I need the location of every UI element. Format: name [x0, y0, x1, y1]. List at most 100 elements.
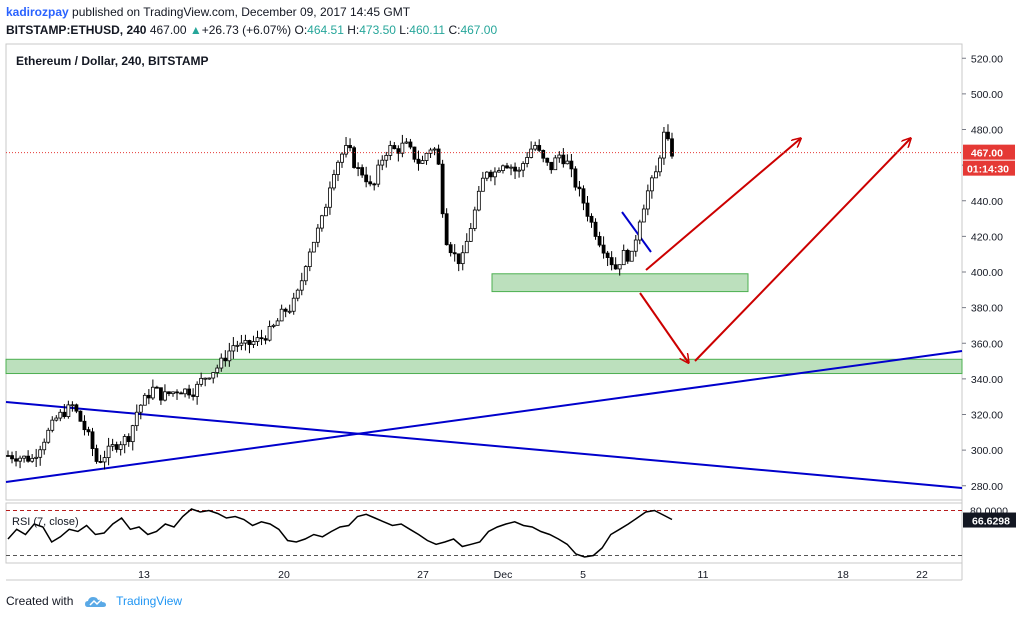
candle: [666, 124, 670, 141]
candle-body: [46, 429, 51, 443]
candle-body: [493, 171, 497, 178]
candle: [163, 384, 167, 402]
candle: [187, 384, 191, 399]
candle-body: [529, 148, 534, 158]
candle-body: [557, 154, 562, 159]
candle: [191, 388, 196, 401]
candle-body: [98, 461, 103, 463]
projection-arrow[interactable]: [694, 139, 910, 362]
candle: [569, 153, 574, 178]
candle: [211, 372, 216, 384]
candle-body: [332, 174, 336, 189]
candle: [243, 334, 248, 351]
price-change: +26.73 (+6.07%): [201, 23, 292, 37]
candle: [513, 162, 517, 179]
low-label: L:: [399, 23, 410, 37]
candle-body: [585, 202, 590, 217]
candle: [62, 404, 67, 419]
candle-body: [38, 449, 43, 458]
projection-arrow[interactable]: [639, 292, 688, 362]
candle-body: [577, 186, 582, 190]
price-chart[interactable]: Ethereum / Dollar, 240, BITSTAMP 520.00 5…: [0, 0, 1020, 590]
projection-arrow[interactable]: [645, 139, 800, 271]
candle-body: [436, 148, 441, 165]
open-value: 464.51: [307, 23, 344, 37]
trend-line-down[interactable]: [5, 401, 963, 489]
rsi-line[interactable]: [7, 508, 673, 558]
time-tick-label: 18: [837, 569, 849, 581]
candle-body: [376, 164, 381, 185]
candle: [114, 441, 119, 453]
symbol-label[interactable]: BITSTAMP:ETHUSD, 240: [6, 23, 147, 37]
candle: [533, 141, 538, 152]
candle: [589, 213, 594, 228]
candle: [529, 141, 534, 159]
publish-info: published on TradingView.com, December 0…: [72, 5, 411, 19]
candle-body: [392, 145, 397, 150]
candle: [267, 320, 272, 342]
price-tick-label: 500.00: [971, 89, 1003, 101]
support-zone[interactable]: [5, 358, 963, 375]
candle: [376, 159, 381, 188]
candle-body: [126, 436, 131, 443]
candle-body: [448, 244, 453, 254]
candle: [525, 151, 530, 168]
candle: [605, 250, 610, 267]
candle: [259, 329, 264, 346]
candle: [497, 167, 501, 173]
author-link[interactable]: kadirozpay: [6, 5, 69, 19]
candle-body: [424, 152, 429, 161]
candle-body: [533, 145, 538, 150]
candle: [70, 401, 75, 412]
candle: [219, 353, 224, 372]
rsi-value-tag: [963, 512, 1016, 528]
candle: [452, 244, 457, 262]
candle-body: [654, 171, 658, 179]
candle-body: [90, 431, 95, 449]
candle-body: [597, 236, 602, 246]
candle-body: [311, 241, 316, 253]
candle-body: [404, 141, 409, 144]
candle: [38, 445, 43, 466]
candle: [118, 441, 123, 456]
candle: [396, 145, 401, 162]
candle-body: [78, 410, 83, 422]
candle-body: [605, 252, 610, 258]
candle-body: [666, 131, 670, 140]
candle: [621, 244, 626, 266]
candle-body: [456, 253, 461, 265]
candle-body: [517, 169, 521, 172]
candle: [633, 234, 638, 257]
candle: [110, 438, 115, 452]
candle-body: [167, 391, 171, 395]
candle-body: [243, 340, 248, 344]
candle-body: [223, 357, 228, 362]
rsi-pane[interactable]: [5, 502, 963, 564]
price-pane[interactable]: [5, 43, 963, 501]
tradingview-brand-link[interactable]: TradingView: [116, 594, 183, 608]
candle: [175, 389, 179, 400]
candle: [537, 139, 542, 153]
candle-body: [146, 394, 151, 399]
candle-body: [452, 252, 457, 255]
candle-body: [34, 456, 39, 459]
candle-body: [589, 215, 594, 223]
candle-body: [420, 160, 425, 164]
trend-line-short[interactable]: [621, 211, 652, 253]
publish-line: kadirozpay published on TradingView.com,…: [6, 5, 410, 19]
price-tick-label: 340.00: [971, 374, 1003, 386]
candle: [392, 142, 397, 150]
candle-body: [388, 145, 393, 156]
candle-body: [171, 391, 175, 395]
last-price-tag: [963, 144, 1015, 160]
candle-body: [203, 377, 208, 380]
support-zone[interactable]: [491, 273, 749, 293]
candle: [662, 126, 666, 165]
candle-body: [239, 342, 244, 346]
candle: [315, 224, 320, 248]
trend-line-up[interactable]: [5, 350, 963, 483]
candle: [46, 427, 51, 444]
time-tick-label: Dec: [494, 569, 513, 581]
candle-body: [58, 411, 63, 419]
candle-body: [344, 145, 348, 155]
